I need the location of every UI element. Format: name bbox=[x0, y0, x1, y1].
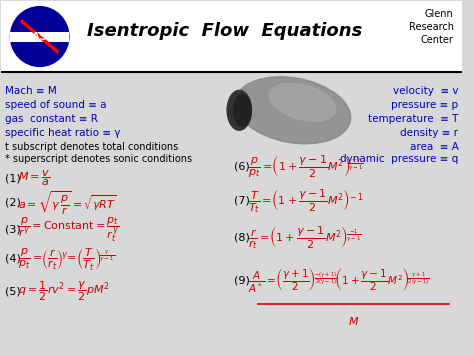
Text: (5): (5) bbox=[5, 287, 20, 297]
Text: (6): (6) bbox=[235, 161, 250, 171]
Text: velocity  ≡ v: velocity ≡ v bbox=[393, 87, 458, 96]
Text: $\dfrac{p}{r^{\gamma}} = \mathrm{Constant} = \dfrac{p_t}{r_t^{\gamma}}$: $\dfrac{p}{r^{\gamma}} = \mathrm{Constan… bbox=[18, 216, 119, 244]
Text: area  ≡ A: area ≡ A bbox=[410, 142, 458, 152]
FancyBboxPatch shape bbox=[0, 1, 462, 72]
Text: $\dfrac{T}{T_t} = \!\left(1 + \dfrac{\gamma-1}{2}M^2\right)^{\!-1}$: $\dfrac{T}{T_t} = \!\left(1 + \dfrac{\ga… bbox=[248, 187, 364, 215]
Text: (7): (7) bbox=[235, 196, 250, 206]
Text: (4): (4) bbox=[5, 254, 20, 264]
Text: $M = \dfrac{v}{a}$: $M = \dfrac{v}{a}$ bbox=[18, 168, 50, 188]
Text: Glenn
Research
Center: Glenn Research Center bbox=[409, 9, 454, 45]
Ellipse shape bbox=[235, 77, 351, 144]
Text: density ≡ r: density ≡ r bbox=[401, 128, 458, 138]
Text: $\dfrac{p}{p_t} = \!\left(\dfrac{r}{r_t}\right)^{\!\gamma}\! = \!\left(\dfrac{T}: $\dfrac{p}{p_t} = \!\left(\dfrac{r}{r_t}… bbox=[18, 246, 115, 272]
Text: $\dfrac{r}{r_t} = \!\left(1 + \dfrac{\gamma-1}{2}M^2\right)^{\!\frac{-1}{\gamma-: $\dfrac{r}{r_t} = \!\left(1 + \dfrac{\ga… bbox=[248, 224, 362, 251]
Circle shape bbox=[10, 7, 69, 67]
Text: pressure ≡ p: pressure ≡ p bbox=[392, 100, 458, 110]
Text: Isentropic  Flow  Equations: Isentropic Flow Equations bbox=[87, 22, 363, 40]
Text: specific heat ratio ≡ γ: specific heat ratio ≡ γ bbox=[5, 128, 120, 138]
Text: (1): (1) bbox=[5, 173, 20, 183]
Text: $q = \dfrac{1}{2}rv^2 = \dfrac{\gamma}{2}pM^2$: $q = \dfrac{1}{2}rv^2 = \dfrac{\gamma}{2… bbox=[18, 280, 110, 303]
Text: temperature  ≡ T: temperature ≡ T bbox=[368, 114, 458, 124]
Text: t subscript denotes total conditions: t subscript denotes total conditions bbox=[5, 142, 178, 152]
FancyBboxPatch shape bbox=[10, 32, 69, 42]
Text: Mach ≡ M: Mach ≡ M bbox=[5, 87, 56, 96]
Text: dynamic  pressure ≡ q: dynamic pressure ≡ q bbox=[340, 154, 458, 164]
Text: (8): (8) bbox=[235, 233, 250, 243]
Text: (2): (2) bbox=[5, 198, 20, 208]
Text: (3): (3) bbox=[5, 225, 20, 235]
Text: NASA: NASA bbox=[25, 32, 55, 42]
Text: (9): (9) bbox=[235, 276, 250, 286]
Text: speed of sound ≡ a: speed of sound ≡ a bbox=[5, 100, 106, 110]
Text: * superscript denotes sonic conditions: * superscript denotes sonic conditions bbox=[5, 154, 191, 164]
Ellipse shape bbox=[269, 83, 336, 121]
FancyBboxPatch shape bbox=[0, 72, 462, 355]
Text: $\dfrac{p}{p_t} = \!\left(1 + \dfrac{\gamma-1}{2}M^2\right)^{\!\frac{-\gamma}{\g: $\dfrac{p}{p_t} = \!\left(1 + \dfrac{\ga… bbox=[248, 153, 364, 179]
Ellipse shape bbox=[234, 94, 251, 126]
Text: $M$: $M$ bbox=[347, 315, 359, 328]
Text: gas  constant ≡ R: gas constant ≡ R bbox=[5, 114, 98, 124]
Text: $\dfrac{A}{A^*} = \!\left(\dfrac{\gamma+1}{2}\right)^{\!\frac{-(\gamma+1)}{2(\ga: $\dfrac{A}{A^*} = \!\left(\dfrac{\gamma+… bbox=[248, 266, 429, 295]
Text: $a = \sqrt{\gamma\,\dfrac{p}{r}} = \sqrt{\gamma R T}$: $a = \sqrt{\gamma\,\dfrac{p}{r}} = \sqrt… bbox=[18, 189, 117, 217]
Ellipse shape bbox=[227, 90, 252, 130]
